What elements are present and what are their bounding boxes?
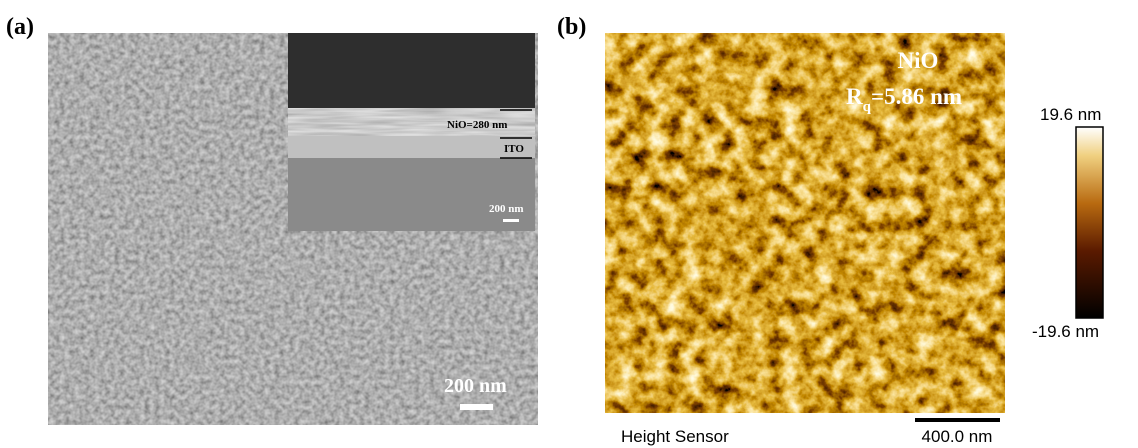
material-label: NiO [898,48,939,73]
scale-label: 200 nm [444,375,507,397]
scale-bar [460,404,493,410]
afm-image [605,33,1005,413]
colorbar [1075,126,1104,319]
substrate [288,158,535,231]
inset: NiO=280 nm ITO 200 nm [288,33,535,231]
scale-bar [503,219,519,222]
scale-label: 400.0 nm [922,427,993,446]
panel-label: (a) [6,14,34,40]
ito-layer [288,136,535,158]
layer-label: ITO [504,143,524,155]
inset-vacuum [288,33,535,108]
colorbar-min: -19.6 nm [1032,322,1099,341]
scale-bar [915,418,1000,422]
value: =5.86 nm [871,84,962,109]
colorbar-max: 19.6 nm [1040,105,1101,124]
nio-layer [288,108,535,136]
subscript: q [863,99,872,115]
channel-label: Height Sensor [621,427,729,446]
scale-label: 200 nm [489,203,524,215]
symbol: R [846,84,863,109]
panel-label: (b) [557,14,586,40]
roughness-label: Rq=5.86 nm [846,84,962,115]
layer-label: NiO=280 nm [447,119,507,131]
